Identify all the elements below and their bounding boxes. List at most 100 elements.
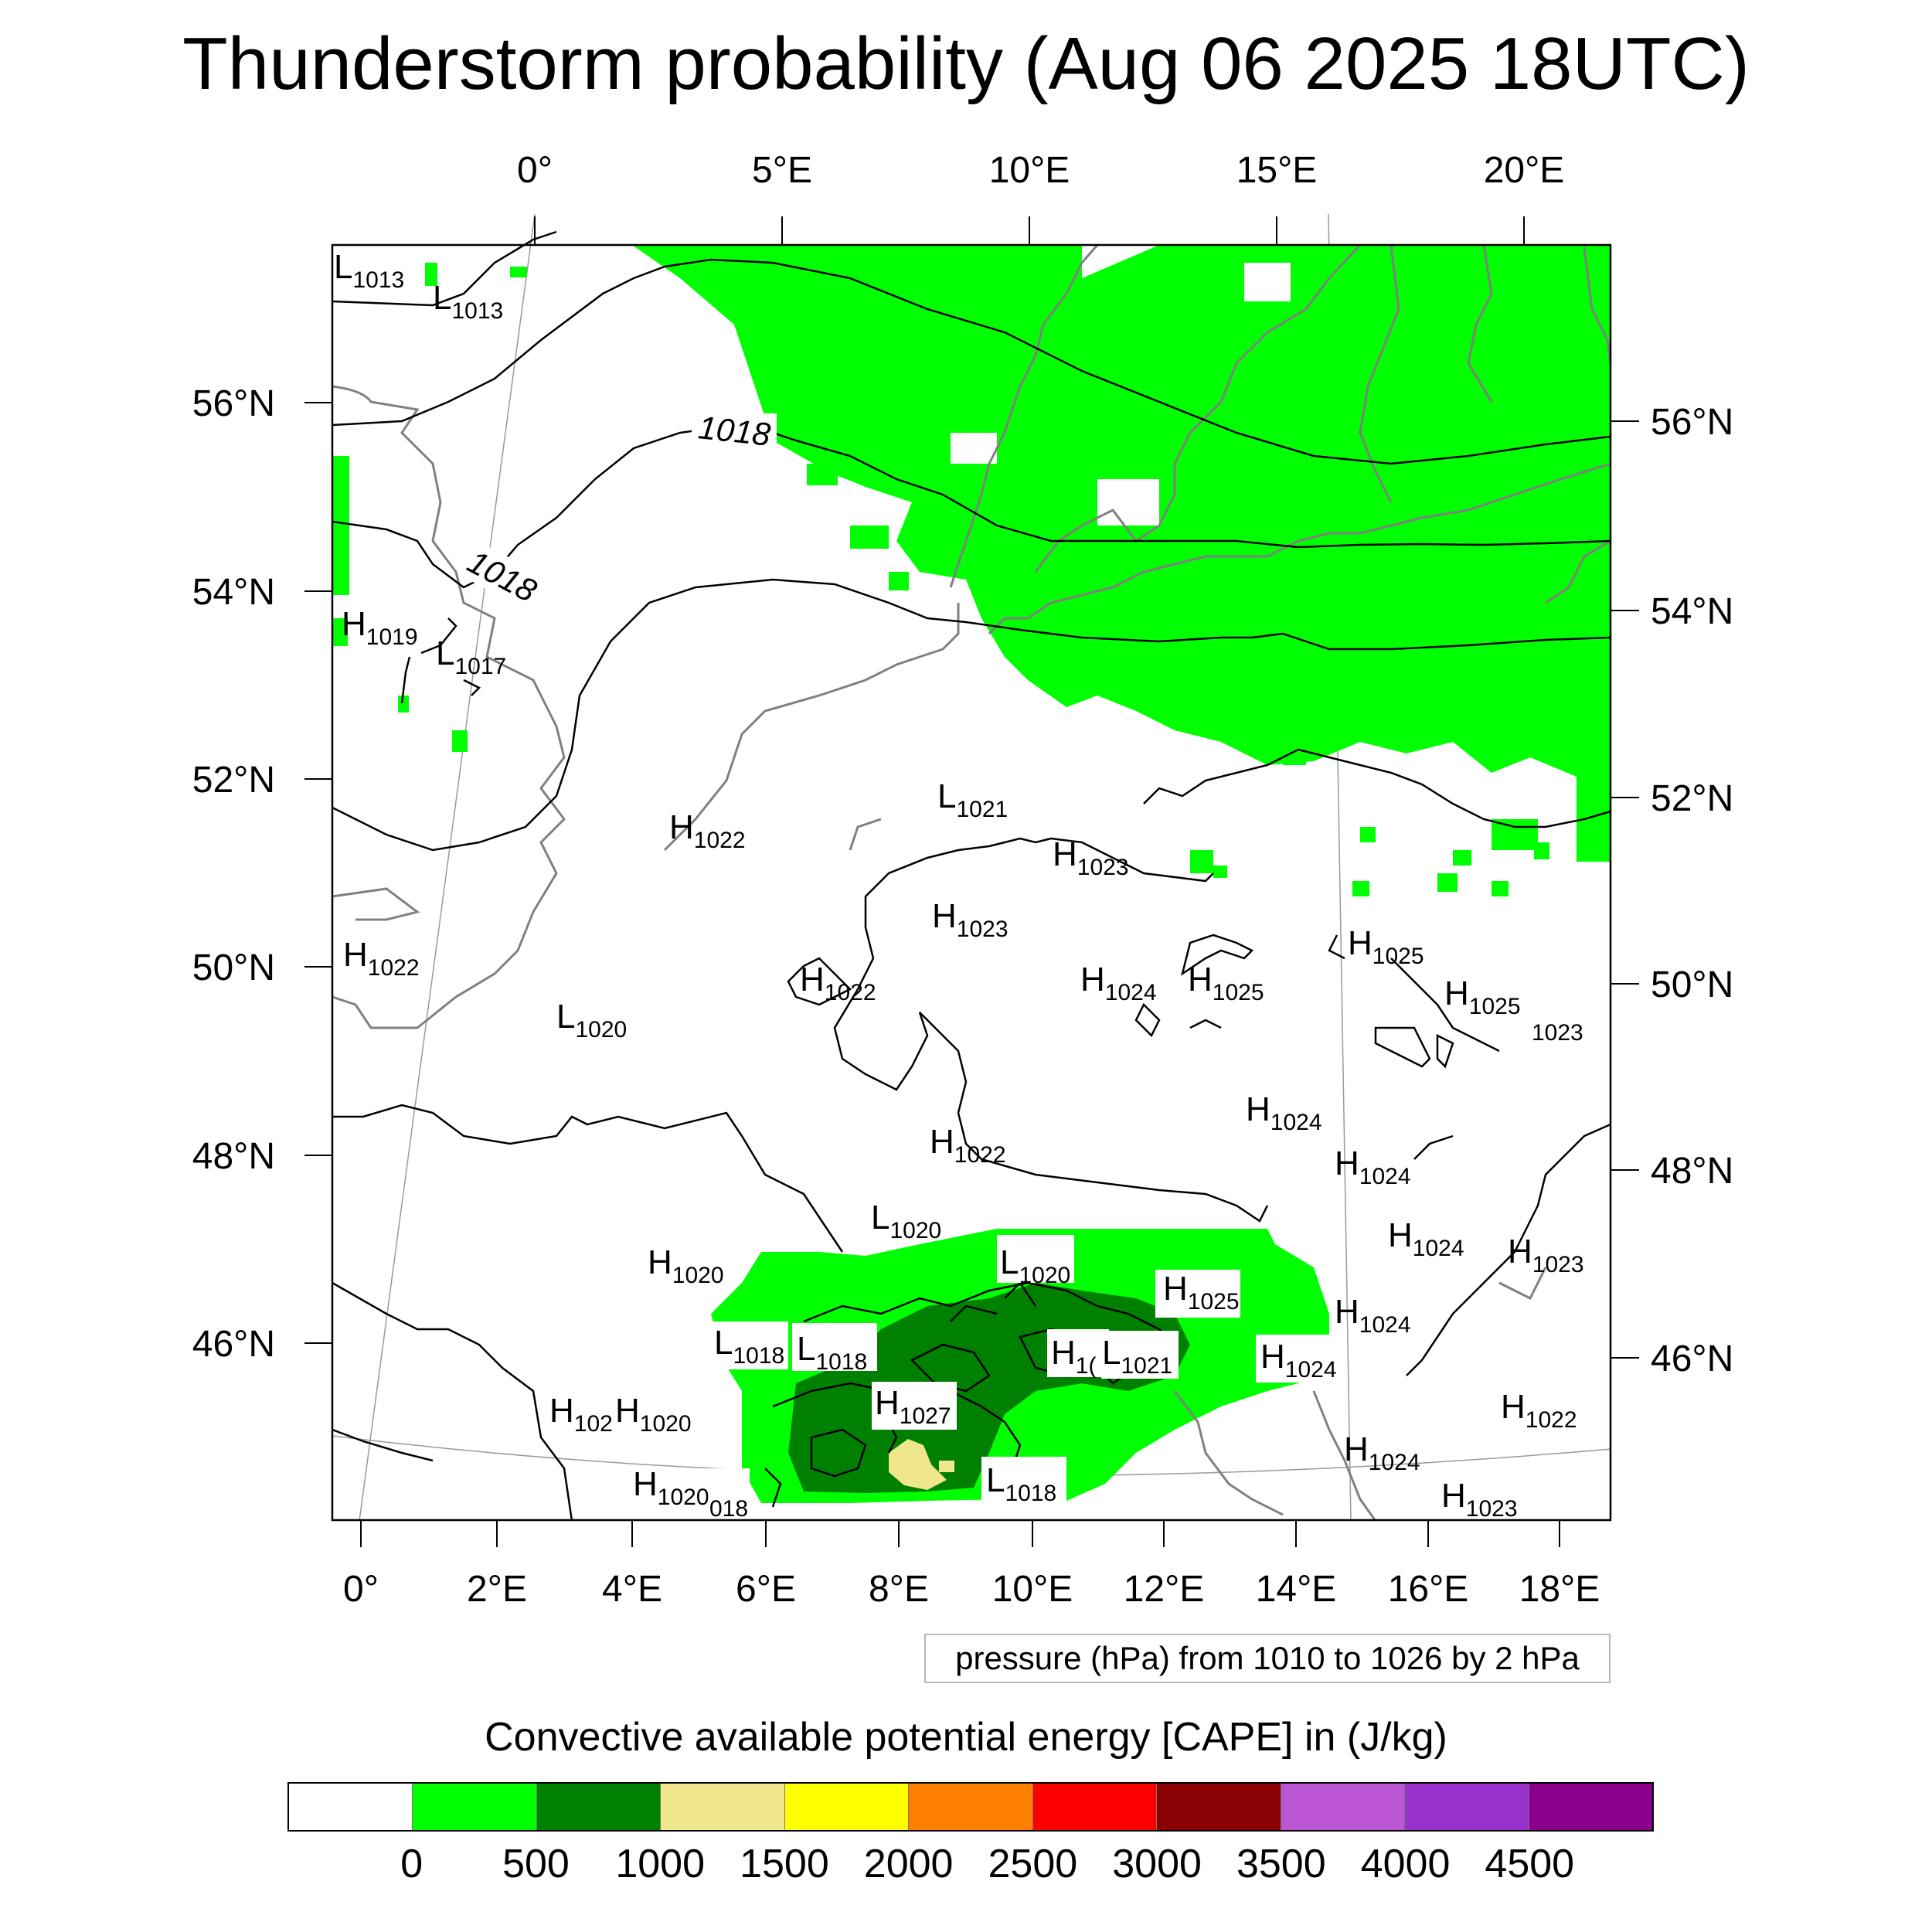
pressure-note: pressure (hPa) from 1010 to 1026 by 2 hP… xyxy=(924,1634,1611,1683)
pressure-center-label: H102 xyxy=(549,1392,613,1437)
left-lat-label: 56°N xyxy=(192,383,275,424)
pressure-center-label: L1013 xyxy=(433,279,503,324)
chart-title: Thunderstorm probability (Aug 06 2025 18… xyxy=(182,22,1750,105)
cape-fill-hole xyxy=(951,263,1291,526)
pressure-center-label: H1022 xyxy=(343,936,420,981)
left-lat-labels: 56°N 54°N 52°N 50°N 48°N 46°N xyxy=(192,383,275,1365)
pressure-center-label: L1020 xyxy=(1000,1243,1070,1288)
pressure-center-label: 1023 xyxy=(1532,1020,1583,1046)
top-lon-label: 0° xyxy=(517,150,553,191)
colorbar-swatch xyxy=(1157,1784,1281,1830)
colorbar-swatch xyxy=(413,1784,537,1830)
bottom-lon-label: 4°E xyxy=(602,1569,662,1610)
colorbar-swatch xyxy=(1405,1784,1529,1830)
colorbar-tick-label: 1000 xyxy=(615,1842,706,1886)
colorbar-swatch xyxy=(1529,1784,1652,1830)
top-lon-label: 15°E xyxy=(1236,150,1318,191)
pressure-center-label: H1025 xyxy=(1444,975,1521,1019)
pressure-center-label: H1025 xyxy=(1188,961,1264,1005)
pressure-center-label: H1024 xyxy=(1080,961,1157,1005)
colorbar-swatch xyxy=(909,1784,1033,1830)
left-lat-label: 50°N xyxy=(192,947,275,988)
colorbar-swatch xyxy=(661,1784,785,1830)
colorbar-title: Convective available potential energy [C… xyxy=(485,1715,1447,1760)
colorbar xyxy=(287,1782,1654,1832)
pressure-center-label: L1020 xyxy=(871,1199,941,1243)
colorbar-swatch xyxy=(1281,1784,1406,1830)
pressure-center-label: H1025 xyxy=(1163,1270,1240,1315)
bottom-lon-label: 18°E xyxy=(1519,1569,1600,1610)
bottom-lon-label: 16°E xyxy=(1388,1569,1469,1610)
pressure-center-label: H1022 xyxy=(1501,1388,1577,1433)
pressure-center-label: H1024 xyxy=(1260,1338,1337,1383)
right-lat-label: 52°N xyxy=(1651,778,1733,819)
pressure-center-label: H1025 xyxy=(1348,924,1424,969)
colorbar-tick-label: 3500 xyxy=(1236,1842,1326,1886)
colorbar-tick-label: 3000 xyxy=(1112,1842,1202,1886)
pressure-center-label: L1021 xyxy=(937,777,1008,822)
colorbar-swatch xyxy=(536,1784,662,1830)
pressure-center-label: H1023 xyxy=(1441,1477,1518,1522)
pressure-center-label: L1021 xyxy=(1102,1334,1172,1379)
left-lat-label: 54°N xyxy=(192,572,275,613)
pressure-center-label: L1018 xyxy=(797,1330,867,1375)
top-lon-label: 10°E xyxy=(989,150,1070,191)
pressure-center-label: L1018 xyxy=(714,1324,784,1369)
colorbar-tick-label: 1500 xyxy=(740,1842,829,1886)
left-lat-label: 46°N xyxy=(192,1324,275,1365)
axis-ticks xyxy=(304,216,1639,1547)
colorbar-ticks: 0 500 1000 1500 2000 2500 3000 3500 4000 4500 xyxy=(0,1841,1932,1895)
pressure-center-label: L1018 xyxy=(986,1461,1056,1506)
pressure-center-label: H1023 xyxy=(1508,1233,1584,1277)
right-lat-label: 54°N xyxy=(1651,591,1733,632)
pressure-center-label: L1013 xyxy=(334,248,404,293)
pressure-center-label: L1020 xyxy=(556,998,627,1043)
colorbar-tick-label: 2000 xyxy=(863,1842,954,1886)
top-lon-labels: 0° 5°E 10°E 15°E 20°E xyxy=(517,150,1564,191)
pressure-center-label: H1023 xyxy=(932,897,1009,942)
pressure-center-label: H1022 xyxy=(930,1123,1006,1168)
bottom-lon-label: 2°E xyxy=(467,1569,527,1610)
pressure-center-label: H1( xyxy=(1051,1334,1096,1379)
pressure-center-label: H1022 xyxy=(800,961,876,1005)
isobar-labels: 1018 1018 xyxy=(459,409,777,613)
pressure-center-label: H1024 xyxy=(1335,1293,1411,1338)
coastlines xyxy=(332,243,1612,1522)
label-backgrounds xyxy=(630,1235,1339,1515)
bottom-lon-label: 8°E xyxy=(869,1569,929,1610)
left-lat-label: 52°N xyxy=(192,760,275,801)
pressure-center-label: H1027 xyxy=(875,1384,951,1429)
pressure-center-label: H1024 xyxy=(1335,1145,1411,1189)
colorbar-swatch xyxy=(784,1784,910,1830)
colorbar-swatch xyxy=(289,1784,413,1830)
colorbar-tick-label: 500 xyxy=(502,1842,570,1886)
pressure-center-label: H1020 xyxy=(615,1392,692,1437)
right-lat-label: 46°N xyxy=(1651,1338,1733,1379)
left-lat-label: 48°N xyxy=(192,1136,275,1177)
pressure-center-label: H1022 xyxy=(669,808,746,853)
pressure-center-label: H1019 xyxy=(342,605,418,650)
pressure-center-label: H1020 xyxy=(633,1465,709,1510)
right-lat-label: 50°N xyxy=(1651,964,1733,1005)
pressure-center-label: H1024 xyxy=(1246,1090,1322,1135)
pressure-center-label: H1023 xyxy=(1053,835,1129,880)
colorbar-swatch xyxy=(1032,1784,1158,1830)
top-lon-label: 20°E xyxy=(1484,150,1565,191)
right-lat-label: 48°N xyxy=(1651,1151,1733,1192)
pressure-center-label: H1024 xyxy=(1344,1430,1420,1475)
right-lat-label: 56°N xyxy=(1651,402,1733,443)
bottom-lon-label: 10°E xyxy=(992,1569,1073,1610)
right-lat-labels: 56°N 54°N 52°N 50°N 48°N 46°N xyxy=(1651,402,1733,1379)
map-frame xyxy=(331,243,1612,1522)
pressure-center-label: 018 xyxy=(709,1496,748,1522)
pressure-center-label: L1017 xyxy=(436,634,506,679)
colorbar-tick-label: 4000 xyxy=(1360,1842,1451,1886)
pressure-center-label: H1024 xyxy=(1388,1216,1464,1261)
bottom-lon-labels: 0° 2°E 4°E 6°E 8°E 10°E 12°E 14°E 16°E 1… xyxy=(343,1569,1600,1610)
top-lon-label: 5°E xyxy=(752,150,812,191)
colorbar-tick-label: 2500 xyxy=(988,1842,1078,1886)
colorbar-tick-label: 0 xyxy=(400,1842,423,1886)
bottom-lon-label: 12°E xyxy=(1124,1569,1205,1610)
colorbar-tick-label: 4500 xyxy=(1485,1842,1575,1886)
